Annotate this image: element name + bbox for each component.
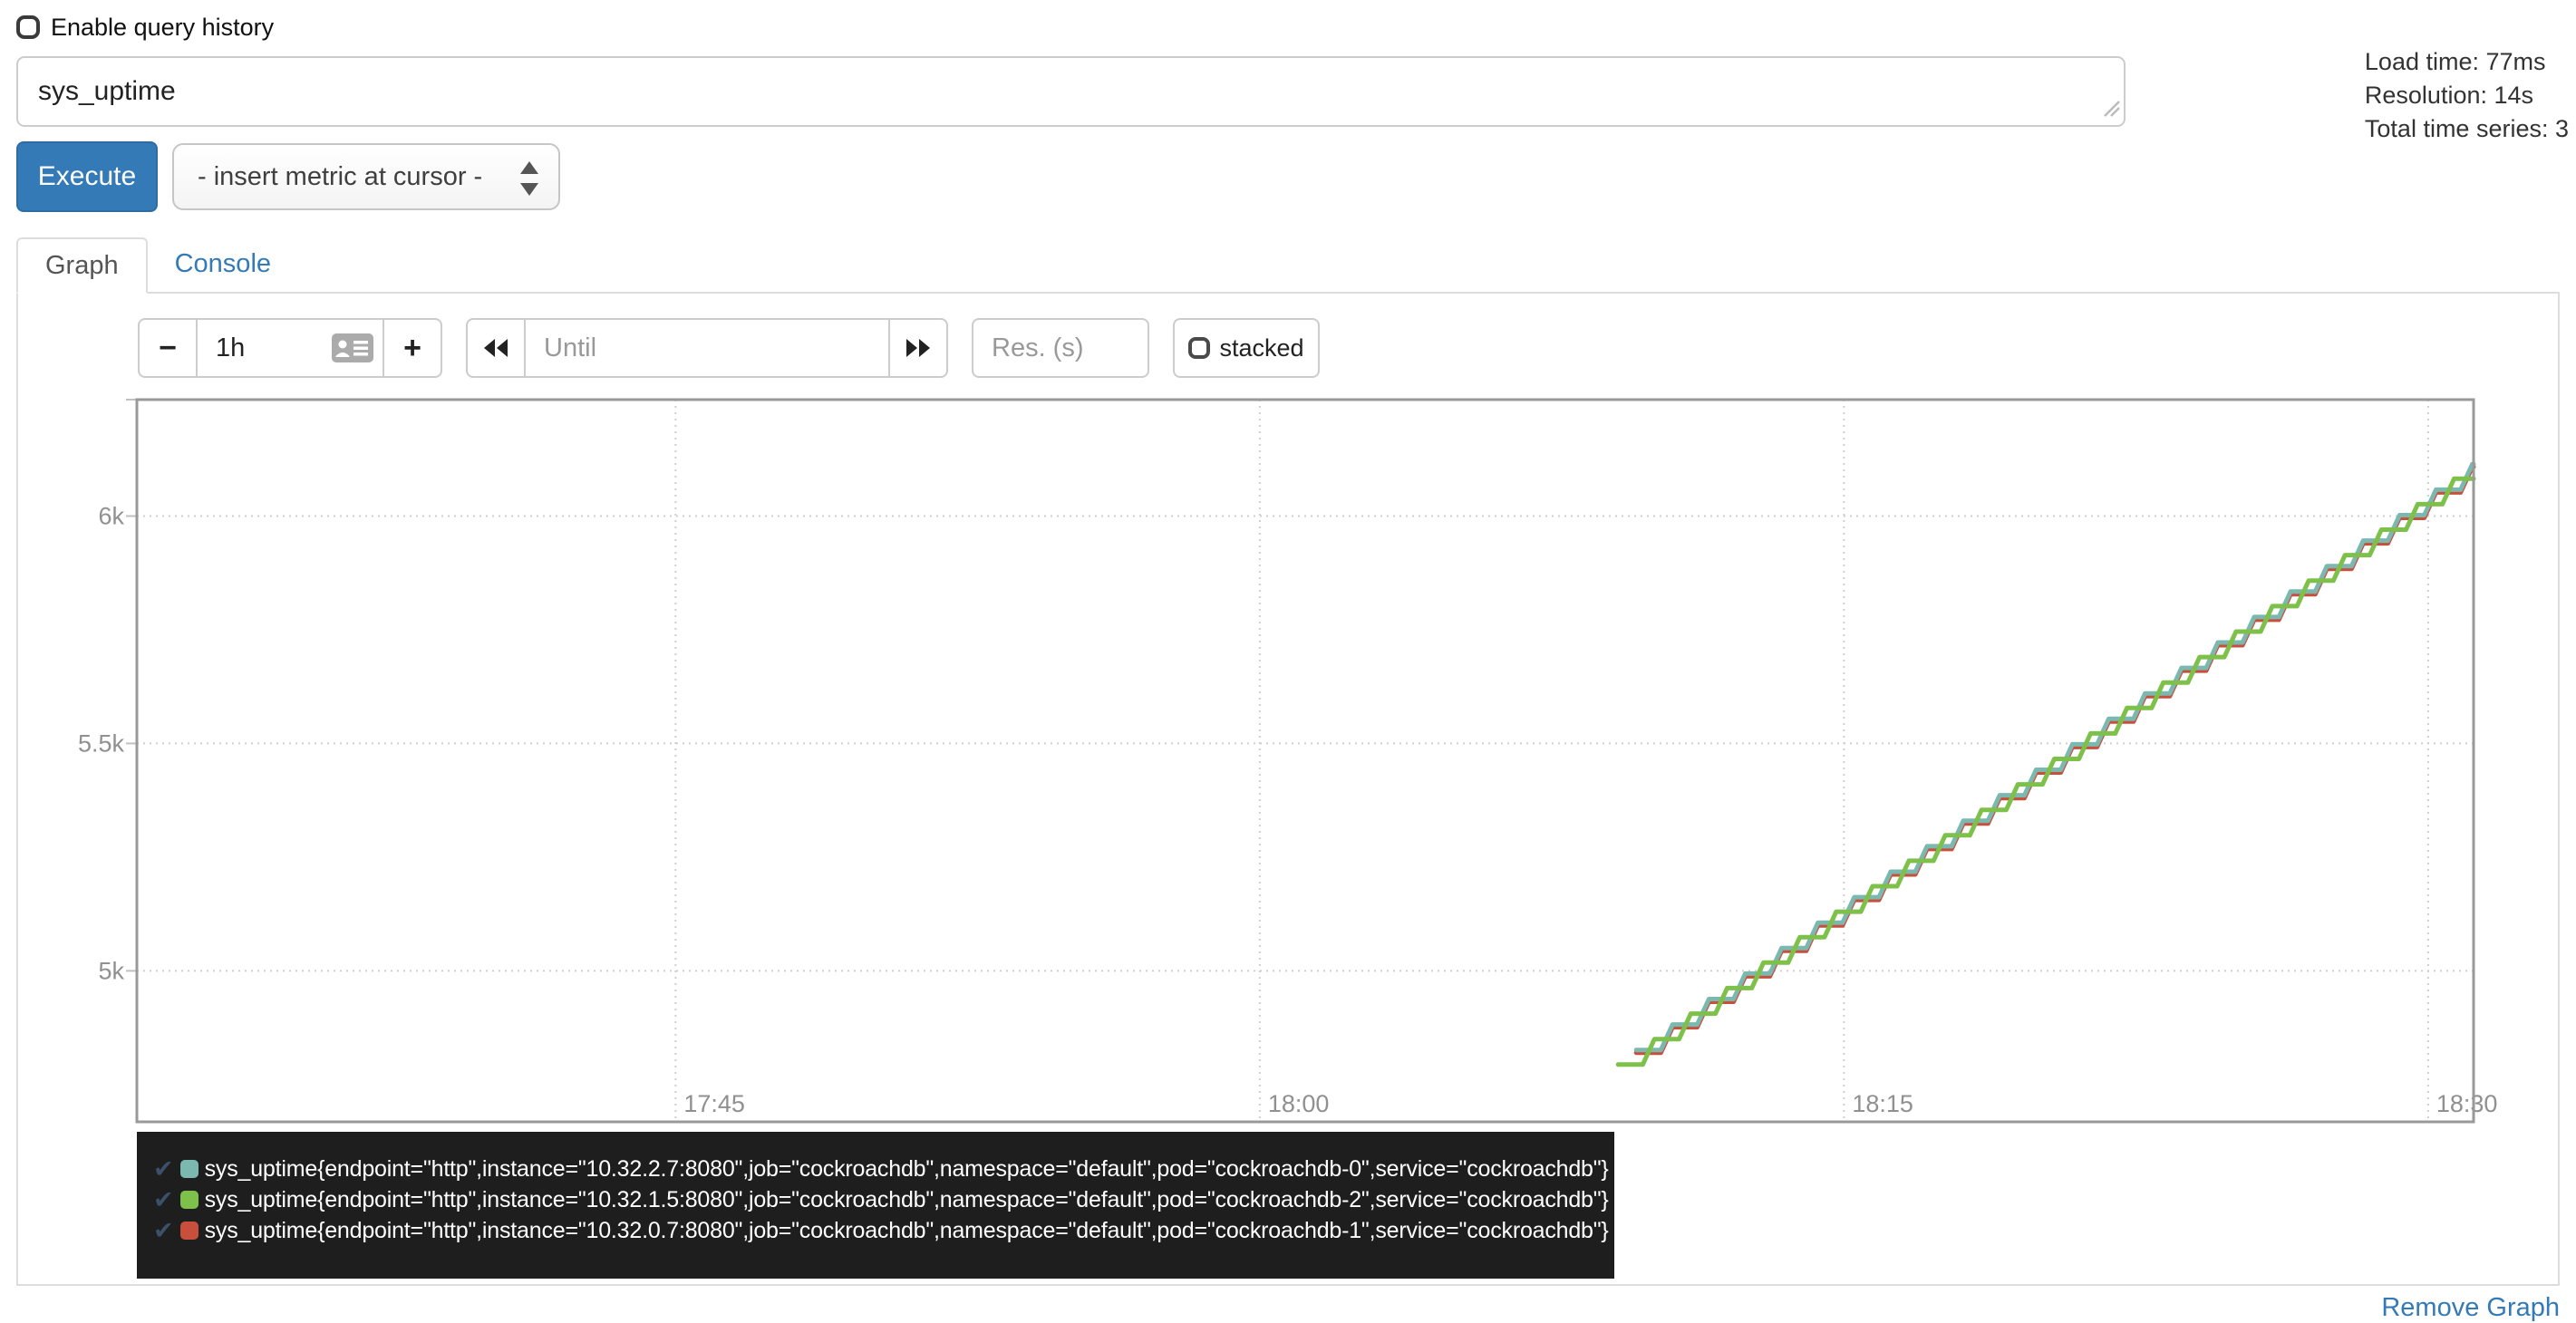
chart-legend: ✔ sys_uptime{endpoint="http",instance="1… — [137, 1132, 1614, 1279]
legend-item[interactable]: ✔ sys_uptime{endpoint="http",instance="1… — [153, 1154, 1614, 1184]
svg-text:18:15: 18:15 — [1852, 1090, 1913, 1117]
chart-svg[interactable]: 5k 5.5k 6k 17:45 18:00 18:15 18:30 — [18, 294, 2558, 1284]
resolution-input[interactable] — [972, 318, 1149, 378]
select-up-down-icon — [518, 161, 540, 203]
query-stats: Load time: 77ms Resolution: 14s Total ti… — [2365, 45, 2569, 146]
legend-item[interactable]: ✔ sys_uptime{endpoint="http",instance="1… — [153, 1184, 1614, 1215]
stacked-toggle[interactable]: stacked — [1173, 318, 1320, 378]
datalist-picker-icon[interactable] — [332, 333, 373, 367]
series-label: sys_uptime{endpoint="http",instance="10.… — [204, 1186, 1609, 1212]
tab-graph[interactable]: Graph — [16, 237, 148, 294]
stacked-checkbox[interactable] — [1188, 337, 1211, 359]
svg-text:6k: 6k — [98, 502, 124, 529]
graph-toolbar: − + — [138, 318, 1320, 378]
grow-range-button[interactable]: + — [383, 318, 442, 378]
range-control-group: − + — [138, 318, 442, 378]
series-label: sys_uptime{endpoint="http",instance="10.… — [204, 1217, 1609, 1243]
execute-button[interactable]: Execute — [16, 141, 158, 212]
tab-console[interactable]: Console — [174, 248, 272, 278]
graph-panel: − + — [16, 294, 2560, 1286]
remove-graph-link[interactable]: Remove Graph — [2381, 1293, 2560, 1322]
query-input[interactable]: sys_uptime — [16, 56, 2126, 127]
load-time: Load time: 77ms — [2364, 48, 2546, 75]
resize-grip-icon[interactable] — [2101, 98, 2121, 122]
insert-metric-select[interactable]: - insert metric at cursor - — [172, 143, 560, 210]
resolution: Resolution: 14s — [2364, 82, 2534, 109]
svg-text:18:00: 18:00 — [1268, 1090, 1330, 1117]
query-history-label: Enable query history — [51, 13, 275, 41]
check-icon: ✔ — [153, 1185, 174, 1213]
check-icon: ✔ — [153, 1154, 174, 1183]
enable-query-history-toggle[interactable]: Enable query history — [16, 11, 2560, 43]
series-swatch — [179, 1222, 199, 1240]
series-swatch — [179, 1160, 199, 1178]
stacked-label: stacked — [1219, 333, 1304, 362]
legend-item[interactable]: ✔ sys_uptime{endpoint="http",instance="1… — [153, 1215, 1614, 1246]
tab-bar: Graph Console — [16, 236, 2560, 294]
time-shift-group — [466, 318, 948, 378]
svg-text:18:30: 18:30 — [2436, 1090, 2498, 1117]
total-time-series: Total time series: 3 — [2364, 115, 2569, 142]
svg-text:17:45: 17:45 — [683, 1090, 745, 1117]
check-icon: ✔ — [153, 1216, 174, 1244]
query-section: Enable query history Load time: 77ms Res… — [0, 0, 2576, 212]
query-history-checkbox[interactable] — [16, 15, 40, 39]
until-input[interactable] — [524, 318, 890, 378]
insert-metric-selected-option: - insert metric at cursor - — [198, 161, 483, 191]
fast-forward-icon[interactable] — [888, 318, 948, 378]
svg-text:5.5k: 5.5k — [78, 729, 125, 757]
svg-text:5k: 5k — [98, 957, 124, 984]
shrink-range-button[interactable]: − — [138, 318, 198, 378]
series-swatch — [179, 1191, 199, 1209]
series-label: sys_uptime{endpoint="http",instance="10.… — [204, 1155, 1609, 1182]
